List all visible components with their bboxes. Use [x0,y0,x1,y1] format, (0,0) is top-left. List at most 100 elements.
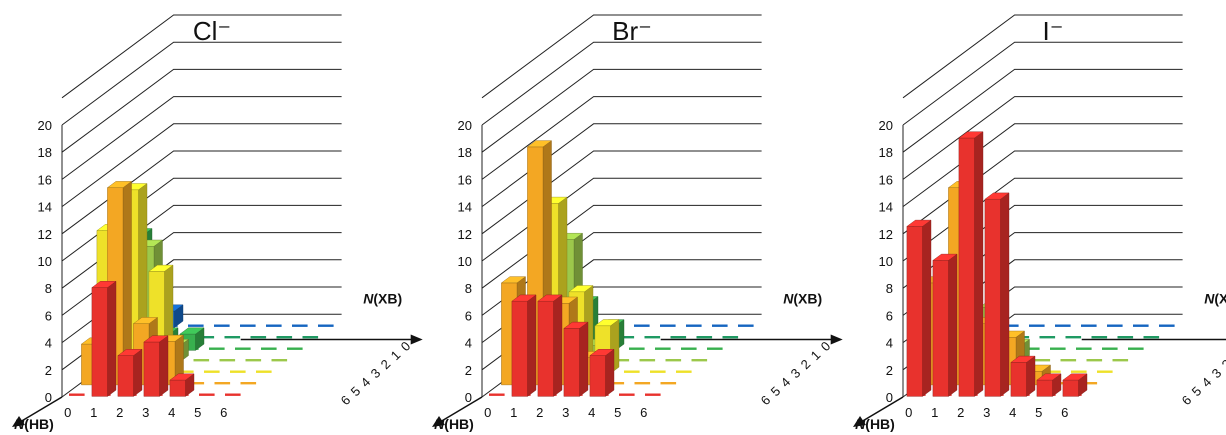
xb-tick-label: 4 [778,374,794,390]
xb-axis-label: N(XB) [1204,291,1226,307]
hb-tick-label: 0 [64,405,71,420]
hb-tick-label: 6 [220,405,227,420]
bar [91,280,117,397]
bar-front [169,379,186,397]
hb-tick-label: 6 [1061,405,1068,420]
z-tick-label: 16 [458,172,472,187]
z-tick-label: 18 [38,145,52,160]
hb-axis [19,396,63,423]
xb-tick-label: 5 [1189,383,1205,399]
z-tick-label: 6 [45,308,52,323]
hb-tick-label: 3 [562,405,569,420]
bar-side [527,294,537,397]
z-tick-label: 2 [45,363,52,378]
bar-top [500,276,527,284]
gridline [902,14,1183,99]
bar-front [1010,362,1027,397]
hb-axis [439,396,483,423]
chart-title: Br⁻ [612,16,652,46]
z-tick-label: 14 [38,200,52,215]
z-tick-label: 18 [879,145,893,160]
z-tick-label: 14 [458,200,472,215]
bar-top [984,192,1010,200]
bar-side [1026,355,1036,397]
gridline [481,96,762,180]
xb-axis-label: N(XB) [783,291,822,307]
bar-side [133,348,143,397]
bar-top [537,294,563,302]
xb-axis-arrow [410,334,423,345]
z-tick-label: 4 [886,336,893,351]
bar [1062,373,1088,397]
hb-tick-label: 0 [905,405,912,420]
bar [117,348,143,397]
bar-side [579,321,589,397]
bar-top [143,335,169,343]
bar-top [179,327,205,335]
bar-front [511,301,528,397]
bar [1010,355,1036,397]
bar-top [526,140,553,148]
hb-tick-label: 5 [1035,405,1042,420]
z-tick-label: 18 [458,145,472,160]
bar-top [594,319,620,326]
xb-tick-label: 2 [378,356,394,372]
z-tick-label: 10 [458,254,472,269]
z-tick-label: 12 [879,227,893,242]
hb-axis [860,396,904,423]
gridline [61,68,342,153]
bar [589,348,615,397]
bar [958,131,984,397]
z-tick-label: 4 [465,336,472,351]
hb-tick-label: 1 [931,405,938,420]
gridline [902,177,1183,262]
gridline [61,150,342,235]
xb-tick-label: 3 [788,365,804,381]
bar-top [91,281,117,288]
hb-tick-label: 2 [116,405,123,420]
bar-top [132,317,159,324]
gridline [61,123,342,208]
z-tick-label: 8 [465,281,472,296]
bar-front [563,328,580,397]
bar-front [1036,379,1053,397]
xb-tick-label: 3 [1209,365,1225,381]
xb-tick-label: 4 [358,374,374,390]
gridline [481,68,762,153]
bar-side [974,131,984,397]
z-tick-label: 20 [458,118,472,133]
z-tick-label: 4 [45,336,52,351]
hb-tick-label: 4 [588,405,595,420]
bar-front [117,355,134,397]
bar-top [169,373,195,381]
bar-front [589,355,606,397]
bar-side [1000,192,1010,397]
bar-side [553,294,563,397]
bar [932,253,958,397]
bar-side [159,335,169,397]
xb-tick-label: 1 [388,347,404,363]
gridline [481,14,762,99]
bar [563,321,589,397]
bar-top [932,253,958,261]
bar-top [568,285,594,292]
gridline [481,177,762,262]
hb-tick-label: 4 [168,405,175,420]
bar [1036,373,1062,397]
xb-tick-label: 2 [1219,356,1226,372]
z-tick-label: 2 [465,363,472,378]
gridline [902,123,1183,208]
bar [537,294,563,397]
hb-axis-label: N(HB) [434,416,474,432]
bar-top [148,264,174,272]
bar-front [1062,379,1079,397]
bar-top [511,294,537,302]
bar-top [1036,373,1062,381]
gridline [902,41,1183,126]
xb-tick-label: 6 [338,392,354,408]
z-tick-label: 0 [465,390,472,405]
xb-tick-label: 6 [1179,392,1195,408]
bar-top [958,131,984,139]
